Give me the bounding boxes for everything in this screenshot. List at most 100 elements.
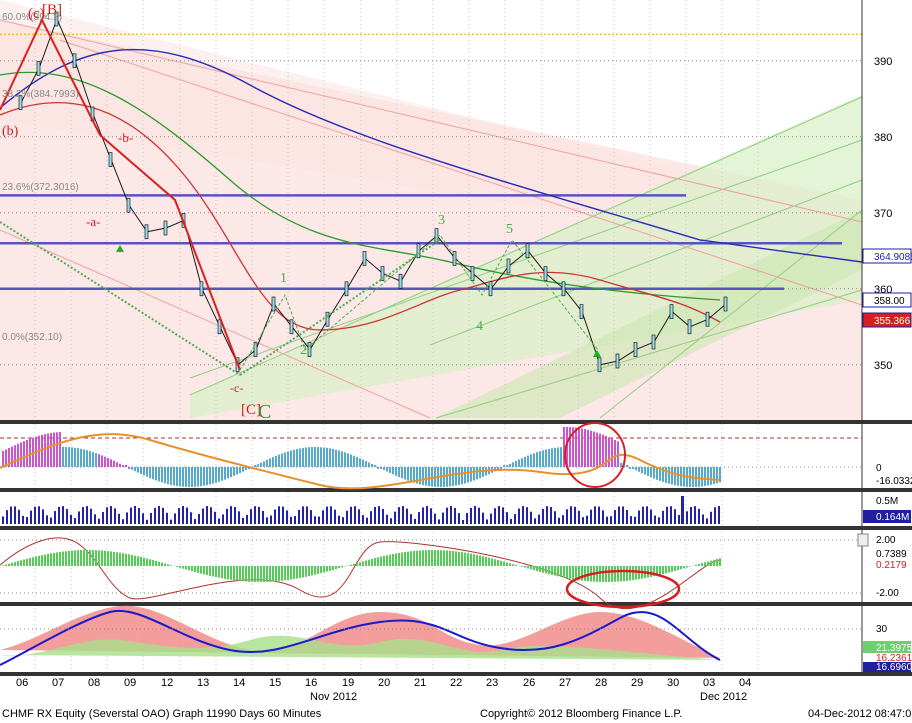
vol-bar-210 — [210, 507, 212, 524]
vol-bar-462 — [462, 519, 464, 524]
osc-bar-218 — [218, 566, 220, 578]
mom-bar-650 — [650, 467, 652, 478]
vol-bar-574 — [574, 506, 576, 524]
vol-bar-490 — [490, 513, 492, 524]
mom-bar-554 — [554, 447, 556, 467]
osc-bar-362 — [362, 561, 364, 566]
dmi-badge-green — [863, 641, 911, 653]
osc-bar-44 — [44, 554, 46, 566]
osc-bar-680 — [680, 566, 682, 570]
osc-bar-416 — [416, 550, 418, 566]
osc-label-0: 2.00 — [876, 535, 896, 546]
osc-bar-629 — [629, 566, 631, 581]
vol-bar-70 — [70, 514, 72, 524]
osc-bar-77 — [77, 550, 79, 566]
vol-bar-702 — [702, 514, 704, 524]
mom-bar-86 — [86, 450, 88, 467]
vol-bar-378 — [378, 506, 380, 524]
osc-bar-41 — [41, 555, 43, 566]
vol-bar-158 — [158, 506, 160, 524]
mom-bar-356 — [356, 456, 358, 467]
osc-bar-437 — [437, 550, 439, 566]
vol-bar-390 — [390, 518, 392, 524]
footer-bar: CHMF RX Equity (Severstal OAO) Graph 119… — [0, 704, 912, 723]
mom-bar-377 — [377, 467, 379, 469]
vol-bar-22 — [22, 515, 24, 524]
panel-divider-4 — [0, 672, 912, 676]
vol-bar-654 — [654, 515, 656, 524]
price-candle-13 — [253, 342, 258, 357]
green-channel-line-4 — [599, 209, 863, 419]
mom-bar-254 — [254, 465, 256, 467]
wave-green-dotted-2 — [239, 239, 441, 376]
mom-label-1: -16.0332 — [876, 476, 912, 487]
vol-badge-bg — [863, 510, 911, 523]
osc-bar-104 — [104, 550, 106, 566]
vol-bar-86 — [86, 506, 88, 524]
price-candle-5 — [108, 152, 113, 167]
vol-bar-538 — [538, 514, 540, 524]
wave-label-5: -c- — [230, 381, 243, 395]
vol-bar-454 — [454, 507, 456, 524]
vol-bar-470 — [470, 507, 472, 524]
vol-bar-218 — [218, 518, 220, 524]
vol-bar-282 — [282, 506, 284, 524]
vol-bar-30 — [30, 510, 32, 524]
mom-bar-209 — [209, 467, 211, 485]
osc-bar-698 — [698, 564, 700, 566]
vol-bar-522 — [522, 506, 524, 524]
osc-bar-269 — [269, 566, 271, 582]
mom-bar-77 — [77, 448, 79, 467]
osc-bar-413 — [413, 550, 415, 566]
price-candle-32 — [597, 357, 602, 373]
x-tick-0: 06 — [16, 677, 28, 689]
vol-bar-306 — [306, 506, 308, 524]
mom-bar-674 — [674, 467, 676, 486]
osc-bar-434 — [434, 550, 436, 566]
osc-bar-164 — [164, 563, 166, 566]
mom-bar-305 — [305, 447, 307, 467]
osc-bar-542 — [542, 566, 544, 573]
vol-bar-134 — [134, 506, 136, 524]
mom-bar-638 — [638, 467, 640, 472]
osc-bar-389 — [389, 554, 391, 566]
mom-bar-497 — [497, 467, 499, 470]
x-tick-13: 23 — [486, 677, 498, 689]
mom-circle — [564, 422, 626, 488]
vol-bar-658 — [658, 517, 660, 524]
price-candle-22 — [416, 243, 421, 259]
vol-bar-562 — [562, 515, 564, 524]
osc-bar-35 — [35, 556, 37, 566]
price-candle-28 — [525, 243, 530, 259]
mom-bar-587 — [587, 429, 589, 467]
vol-bar-190 — [190, 512, 192, 524]
vol-bar-410 — [410, 514, 412, 524]
vol-bar-262 — [262, 510, 264, 524]
price-candle-15 — [289, 319, 294, 335]
mom-bar-707 — [707, 467, 709, 486]
price-candle-35 — [651, 334, 656, 350]
osc-bar-263 — [263, 566, 265, 582]
x-tick-8: 16 — [305, 677, 317, 689]
x-tick-4: 12 — [161, 677, 173, 689]
mom-bar-641 — [641, 467, 643, 474]
vol-bar-122 — [122, 519, 124, 524]
osc-bar-557 — [557, 566, 559, 577]
mom-bar-29 — [29, 438, 31, 467]
osc-bar-332 — [332, 566, 334, 570]
mom-bar-506 — [506, 465, 508, 467]
mom-bar-563 — [563, 427, 565, 467]
vol-bar-178 — [178, 508, 180, 524]
osc-bar-506 — [506, 562, 508, 566]
mom-bar-152 — [152, 467, 154, 480]
osc-bar-323 — [323, 566, 325, 573]
price-candle-14 — [271, 296, 276, 312]
mom-bar-275 — [275, 455, 277, 467]
vol-bar-366 — [366, 517, 368, 524]
price-candle-31 — [579, 304, 584, 319]
vol-bar-270 — [270, 515, 272, 524]
mom-bar-659 — [659, 467, 661, 481]
mom-bar-89 — [89, 451, 91, 467]
vol-bar-374 — [374, 506, 376, 524]
mom-bar-185 — [185, 467, 187, 487]
